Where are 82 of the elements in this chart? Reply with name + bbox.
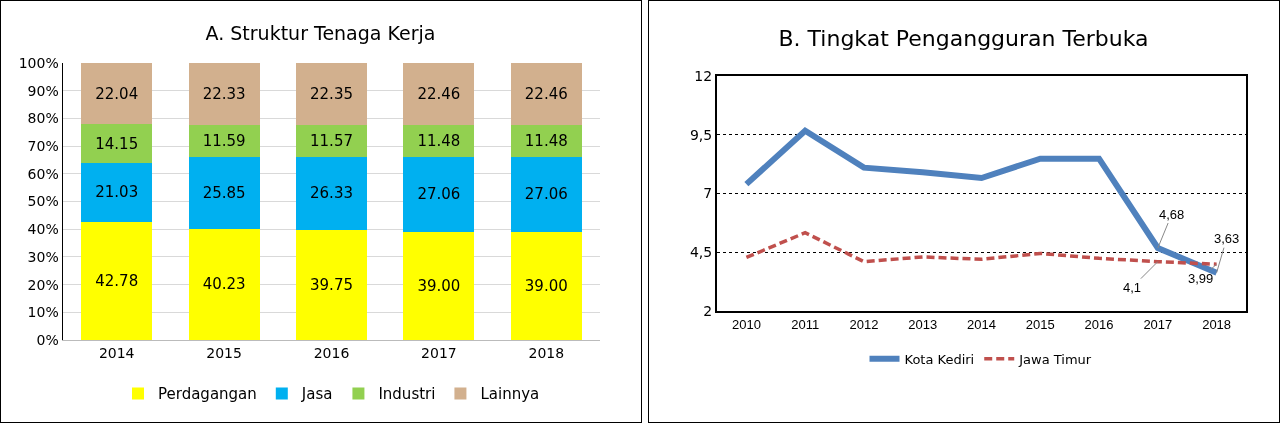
x-tick-label: 2015 <box>206 344 242 361</box>
x-tick-label: 2012 <box>849 316 879 332</box>
data-label: 39.75 <box>310 275 353 294</box>
x-tick-label: 2015 <box>1025 316 1055 332</box>
data-label: 4,68 <box>1159 207 1185 222</box>
bar <box>188 124 260 157</box>
data-label: 39.00 <box>524 276 568 295</box>
bar <box>510 157 582 232</box>
legend-label: Lainnya <box>480 385 540 404</box>
data-label: 25.85 <box>202 183 246 202</box>
bar <box>188 228 260 340</box>
bar <box>296 63 367 125</box>
bar <box>296 156 367 230</box>
x-tick-label: 2016 <box>313 344 350 361</box>
x-tick-label: 2017 <box>1143 316 1173 332</box>
y-tick-label: 70% <box>27 138 59 154</box>
data-label: 26.33 <box>310 184 353 203</box>
bar <box>403 231 475 340</box>
data-label: 14.15 <box>95 134 139 153</box>
bar <box>403 157 475 232</box>
bar <box>81 124 153 164</box>
bar <box>510 125 582 158</box>
data-label: 22.04 <box>95 84 139 103</box>
y-tick-label: 4,5 <box>689 244 713 261</box>
data-label: 11.48 <box>417 132 461 151</box>
bar <box>81 221 153 340</box>
x-tick-label: 2013 <box>908 316 938 332</box>
legend-label: Jasa <box>300 385 333 404</box>
y-tick-label: 12 <box>694 67 713 84</box>
bar <box>403 125 475 158</box>
x-tick-label: 2016 <box>1084 316 1114 332</box>
data-label: 22.46 <box>417 85 461 104</box>
legend-label: Jawa Timur <box>1018 351 1092 367</box>
y-tick-label: 2 <box>703 302 713 319</box>
bar <box>510 63 582 126</box>
chart-title: A. Struktur Tenaga Kerja <box>205 21 436 44</box>
y-tick-label: 60% <box>27 165 59 182</box>
legend-label: Perdagangan <box>158 385 257 404</box>
x-tick-label: 2011 <box>791 316 820 332</box>
x-tick-label: 2018 <box>1202 316 1232 332</box>
bar <box>403 63 475 126</box>
legend-label: Kota Kediri <box>904 351 975 367</box>
data-label: 11.57 <box>310 131 353 150</box>
x-tick-label: 2014 <box>967 316 996 332</box>
y-tick-label: 90% <box>27 82 59 99</box>
y-tick-label: 20% <box>27 276 59 293</box>
chart-title: B. Tingkat Pengangguran Terbuka <box>778 25 1149 51</box>
legend-label: Industri <box>378 385 436 404</box>
data-label: 3,99 <box>1188 271 1214 286</box>
data-label: 39.00 <box>417 276 461 295</box>
data-label: 4,1 <box>1123 280 1142 295</box>
bar <box>296 124 367 157</box>
data-label: 11.59 <box>202 131 246 150</box>
y-tick-label: 80% <box>27 110 59 127</box>
y-tick-label: 40% <box>27 221 59 238</box>
bar <box>188 156 260 229</box>
y-tick-label: 50% <box>27 193 59 210</box>
data-label: 11.48 <box>524 132 568 151</box>
data-label: 22.33 <box>202 84 246 103</box>
data-label: 22.46 <box>524 85 568 104</box>
y-tick-label: 0% <box>36 331 59 348</box>
y-tick-label: 7 <box>703 185 713 202</box>
data-label: 3,63 <box>1214 231 1240 246</box>
bar <box>81 163 153 222</box>
y-tick-label: 30% <box>27 248 59 265</box>
data-label: 27.06 <box>524 185 568 204</box>
data-label: 22.35 <box>310 84 353 103</box>
bar <box>510 231 582 340</box>
bar <box>81 63 153 125</box>
data-label: 42.78 <box>95 271 139 290</box>
x-tick-label: 2017 <box>421 344 457 361</box>
y-tick-label: 100% <box>18 54 59 71</box>
x-tick-label: 2014 <box>98 344 135 361</box>
y-tick-label: 9,5 <box>689 126 713 143</box>
bar <box>296 229 367 340</box>
data-label: 40.23 <box>202 275 246 294</box>
x-tick-label: 2010 <box>731 316 761 332</box>
data-label: 21.03 <box>95 183 139 202</box>
y-tick-label: 10% <box>27 304 59 321</box>
bar <box>188 63 260 125</box>
x-tick-label: 2018 <box>528 344 565 361</box>
data-label: 27.06 <box>417 185 461 204</box>
